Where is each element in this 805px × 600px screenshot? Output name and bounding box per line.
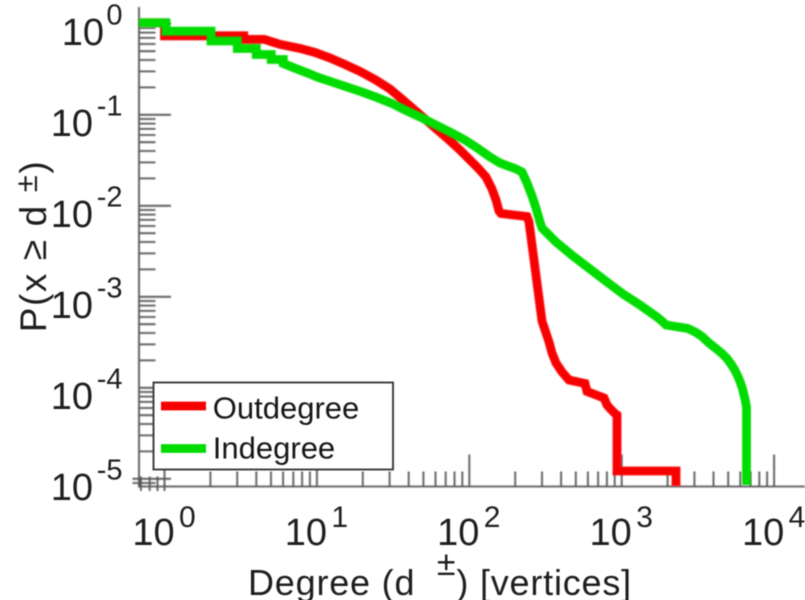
- svg-text:0: 0: [179, 501, 196, 534]
- svg-text:10: 10: [62, 12, 104, 54]
- svg-text:10: 10: [285, 512, 327, 554]
- svg-text:1: 1: [331, 501, 348, 534]
- svg-text:-2: -2: [97, 181, 123, 213]
- svg-text:-1: -1: [97, 90, 123, 122]
- svg-text:2: 2: [484, 501, 501, 534]
- svg-text:Indegree: Indegree: [213, 431, 335, 466]
- svg-text:10: 10: [51, 194, 93, 236]
- svg-text:3: 3: [636, 501, 653, 534]
- svg-text:Outdegree: Outdegree: [213, 390, 359, 425]
- svg-text:4: 4: [789, 501, 805, 534]
- svg-text:10: 10: [132, 512, 174, 554]
- svg-text:10: 10: [51, 376, 93, 418]
- svg-text:10: 10: [590, 512, 632, 554]
- svg-text:10: 10: [742, 512, 784, 554]
- svg-text:P(x ≥ d ±): P(x ≥ d ±): [9, 160, 54, 333]
- svg-text:10: 10: [51, 467, 93, 509]
- svg-text:-5: -5: [97, 454, 123, 486]
- svg-text:-3: -3: [97, 272, 123, 304]
- svg-text:10: 10: [51, 103, 93, 145]
- svg-text:-4: -4: [97, 363, 123, 395]
- svg-text:0: 0: [106, 0, 122, 31]
- svg-text:10: 10: [51, 285, 93, 327]
- svg-text:10: 10: [437, 512, 479, 554]
